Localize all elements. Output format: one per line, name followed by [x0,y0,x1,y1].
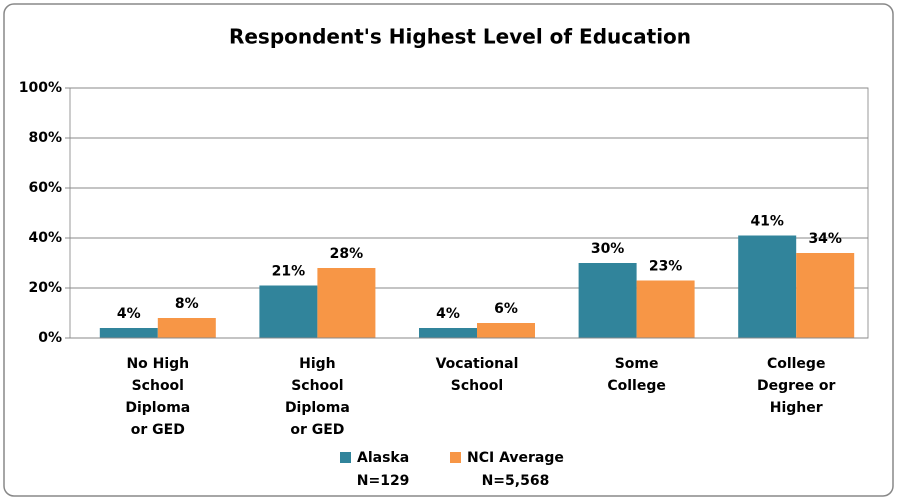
value-label: 30% [591,241,625,257]
x-tick-label: or GED [131,422,185,438]
x-tick-label: Degree or [757,378,836,394]
value-label: 41% [750,214,784,230]
bar [477,323,535,338]
value-label: 21% [272,264,306,280]
x-tick-label: School [451,378,503,394]
x-tick-label: High [299,356,336,372]
bar [99,328,158,338]
x-tick-label: Diploma [285,400,350,416]
x-tick-label: College [767,356,826,372]
x-tick-label: No High [126,356,189,372]
chart-title: Respondent's Highest Level of Education [229,25,691,49]
x-tick-label: College [607,378,666,394]
legend-sample: N=129 [357,473,410,489]
bar [636,280,695,338]
value-label: 23% [649,259,683,275]
bar [317,268,376,338]
legend-label: Alaska [357,450,409,466]
value-label: 28% [330,246,364,262]
x-tick-label: Higher [770,400,823,416]
bar [738,235,797,338]
value-label: 4% [436,306,460,322]
bar [578,263,637,338]
x-tick-label: or GED [290,422,344,438]
legend-label: NCI Average [467,450,564,466]
x-tick-label: School [132,378,184,394]
x-tick-label: School [291,378,343,394]
bar [157,318,216,338]
y-tick-label: 100% [19,80,62,96]
x-tick-label: Vocational [436,356,519,372]
legend-swatch [450,452,461,463]
legend-sample: N=5,568 [482,473,550,489]
value-label: 4% [117,306,141,322]
bar [259,285,318,338]
value-label: 6% [494,301,518,317]
y-tick-label: 80% [28,130,62,146]
y-tick-label: 0% [38,330,62,346]
legend-swatch [340,452,351,463]
bar [419,328,477,338]
value-label: 34% [808,231,842,247]
value-label: 8% [175,296,199,312]
y-tick-label: 20% [28,280,62,296]
bar [796,253,855,338]
x-tick-label: Diploma [125,400,190,416]
x-tick-label: Some [615,356,659,372]
y-tick-label: 60% [28,180,62,196]
plot-area [69,87,869,339]
y-tick-label: 40% [28,230,62,246]
